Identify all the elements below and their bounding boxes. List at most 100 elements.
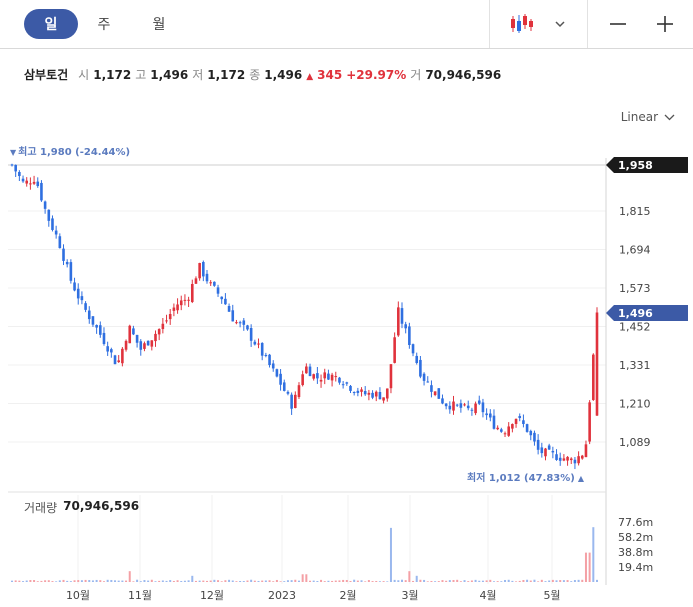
low-value: 1,172 xyxy=(207,68,246,82)
candle-body xyxy=(43,201,47,209)
period-day-tab[interactable]: 일 xyxy=(24,9,78,39)
candle-body xyxy=(209,282,212,284)
volume-bar xyxy=(353,579,356,582)
candle-body xyxy=(69,262,73,281)
volume-bar xyxy=(150,579,153,582)
period-week-tab[interactable]: 주 xyxy=(97,17,111,33)
candle-body xyxy=(485,413,488,416)
candle-body xyxy=(385,388,389,399)
candle-body xyxy=(36,181,40,187)
candle-body xyxy=(415,355,419,364)
volume-bar xyxy=(58,580,61,582)
volume-label: 거 xyxy=(410,68,422,82)
volume-bar xyxy=(320,579,323,582)
volume-bar xyxy=(51,581,54,582)
volume-tick-label: 19.4m xyxy=(618,561,653,574)
candle-body xyxy=(58,236,62,249)
time-tick-label: 10월 xyxy=(66,589,90,602)
candle-body xyxy=(51,218,54,230)
volume-bar xyxy=(139,581,142,582)
candle-body xyxy=(190,283,194,302)
volume-bar xyxy=(268,580,271,582)
volume-bar xyxy=(412,580,415,582)
volume-bar xyxy=(426,581,429,582)
volume-bar xyxy=(408,571,411,582)
volume-bar xyxy=(242,581,245,582)
volume-bar xyxy=(507,579,510,582)
volume-bar xyxy=(176,580,179,582)
zoom-in-button[interactable] xyxy=(649,8,681,40)
candle-body xyxy=(224,298,227,305)
volume-bar xyxy=(158,580,161,582)
close-label: 종 xyxy=(249,68,261,82)
candle-body xyxy=(257,343,260,345)
candle-body xyxy=(592,354,595,400)
volume-bar xyxy=(470,580,473,582)
candle-body xyxy=(327,373,330,380)
toolbar-divider xyxy=(587,0,588,48)
candle-body xyxy=(238,322,242,324)
candle-body xyxy=(408,326,411,345)
change-value: 345 xyxy=(317,68,343,82)
chart-type-button[interactable] xyxy=(505,8,539,40)
high-label: 고 xyxy=(135,68,147,82)
low-label: 저 xyxy=(192,68,204,82)
candle-body xyxy=(319,379,323,382)
volume-bar xyxy=(235,581,238,582)
volume-bar xyxy=(485,580,488,582)
chart-type-dropdown[interactable] xyxy=(546,8,574,40)
candle-body xyxy=(231,310,235,322)
volume-bar xyxy=(555,580,558,582)
candle-body xyxy=(562,458,566,461)
candle-body xyxy=(595,312,599,416)
volume-bar xyxy=(246,580,249,582)
candle-body xyxy=(400,308,404,324)
max-price-marker: ▼ 최고 1,980 (-24.44%) xyxy=(10,145,130,158)
volume-bar xyxy=(588,552,591,582)
volume-bar xyxy=(397,580,400,582)
volume-bar xyxy=(334,580,337,582)
candle-body xyxy=(95,324,98,328)
candle-body xyxy=(489,413,492,418)
scale-mode-select[interactable]: Linear xyxy=(621,110,675,124)
volume-bar xyxy=(378,581,381,582)
volume-bar xyxy=(522,580,525,582)
candle-body xyxy=(547,445,551,450)
candle-body xyxy=(18,171,21,177)
volume-bar xyxy=(596,579,598,582)
candle-body xyxy=(132,328,135,335)
volume-bar xyxy=(526,579,529,582)
stock-summary: 삼부토건 시 1,172 고 1,496 저 1,172 종 1,496 ▲ 345 +2… xyxy=(24,66,501,83)
volume-bar xyxy=(250,579,253,582)
volume-bar xyxy=(22,581,25,582)
candle-body xyxy=(569,458,573,461)
volume-bar xyxy=(301,574,304,582)
volume-panel-value: 70,946,596 xyxy=(63,499,140,513)
candle-body xyxy=(165,320,168,322)
candle-body xyxy=(143,343,146,349)
volume-bar xyxy=(279,581,282,582)
min-price-marker: 최저 1,012 (47.83%) ▲ xyxy=(467,471,585,484)
volume-bar xyxy=(489,579,492,582)
volume-bar xyxy=(581,579,584,582)
volume-bar xyxy=(504,579,507,582)
price-tick-label: 1,452 xyxy=(619,321,651,334)
candle-body xyxy=(227,306,231,312)
volume-bar xyxy=(110,579,113,582)
volume-bar xyxy=(316,580,319,582)
volume-bar xyxy=(154,581,157,582)
volume-tick-label: 58.2m xyxy=(618,531,653,544)
period-month-tab[interactable]: 월 xyxy=(152,17,166,33)
stock-name: 삼부토건 xyxy=(24,68,69,82)
volume-bar xyxy=(562,580,565,582)
volume-panel-label: 거래량 xyxy=(24,501,58,515)
volume-bar xyxy=(592,527,595,582)
chevron-down-icon xyxy=(555,21,565,28)
volume-bar xyxy=(73,580,76,582)
time-tick-label: 2023 xyxy=(268,589,296,602)
time-tick-label: 5월 xyxy=(543,589,560,602)
zoom-out-button[interactable] xyxy=(602,8,634,40)
volume-bar xyxy=(33,580,36,582)
candle-body xyxy=(367,392,371,395)
volume-bar xyxy=(481,580,484,582)
